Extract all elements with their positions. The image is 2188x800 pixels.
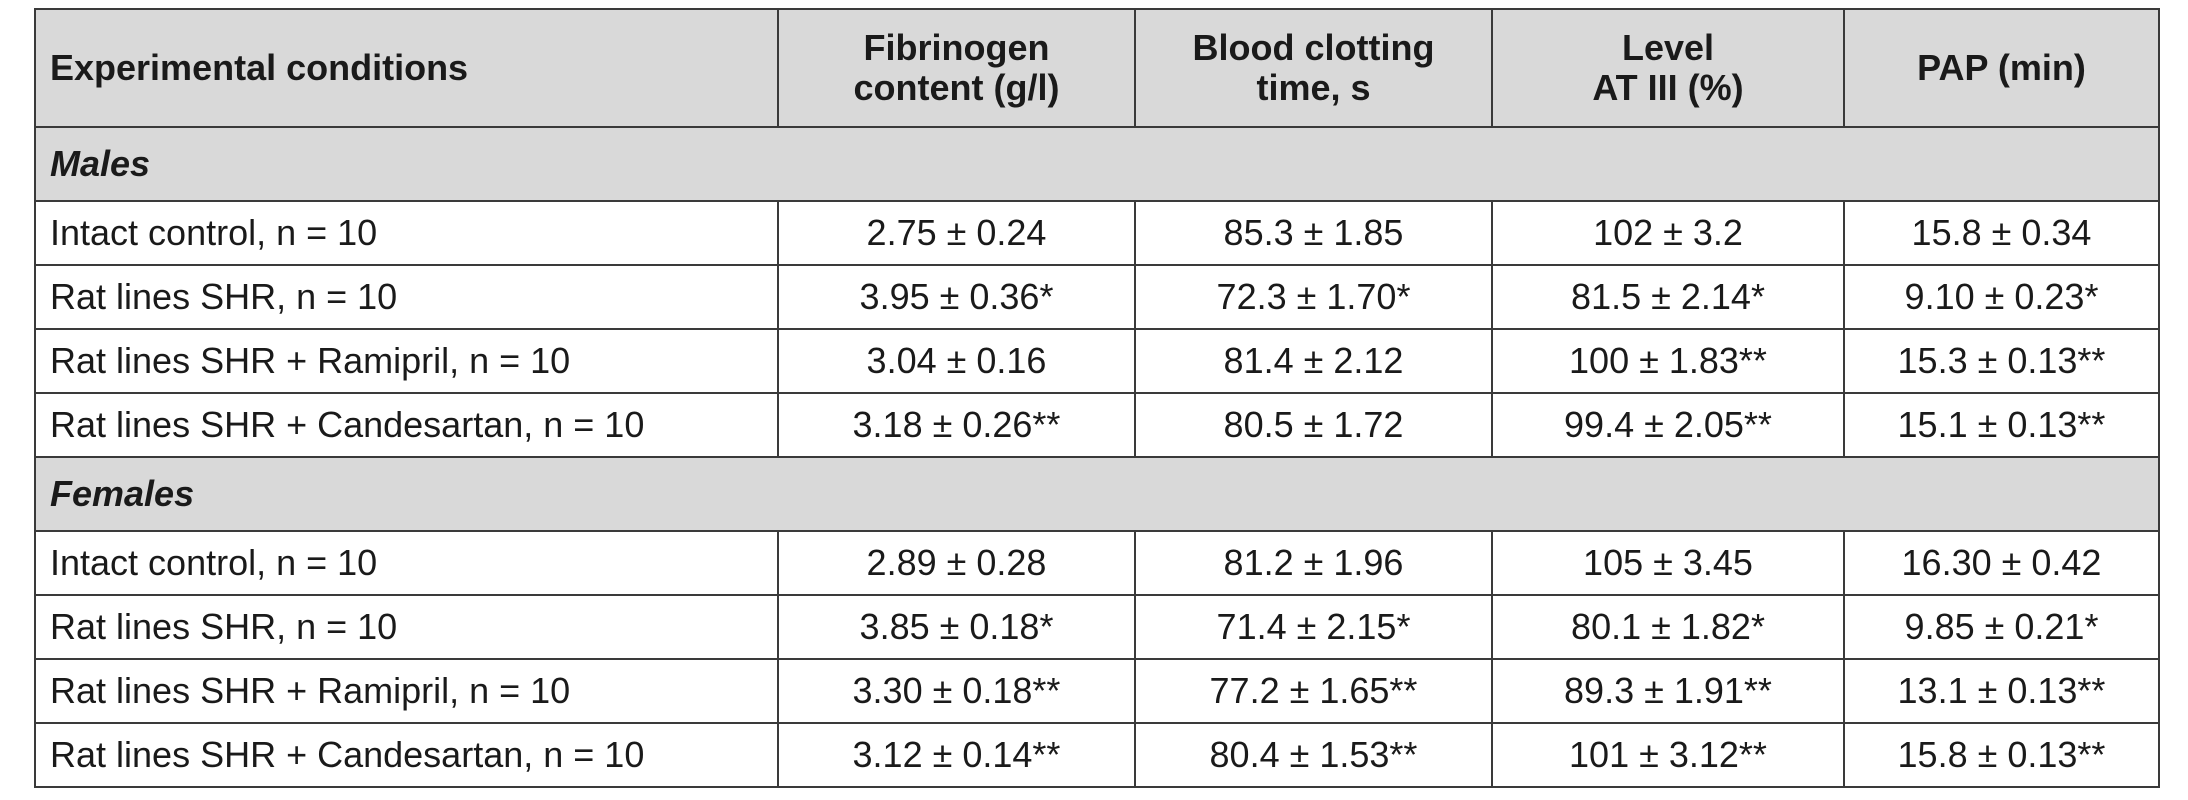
condition-cell: Rat lines SHR + Ramipril, n = 10 [34,328,779,394]
header-line: time, s [1256,67,1371,108]
header-experimental-conditions: Experimental conditions [34,8,779,128]
clotting-time-cell: 72.3 ± 1.70* [1134,264,1493,330]
header-line: Blood clotting [1192,27,1435,68]
data-table-container: Experimental conditions Fibrinogen conte… [34,8,2160,788]
clotting-time-cell: 80.5 ± 1.72 [1134,392,1493,458]
fibrinogen-cell: 3.95 ± 0.36* [777,264,1136,330]
at-iii-cell: 99.4 ± 2.05** [1491,392,1845,458]
group-row-males: Males [34,126,2160,202]
table-row: Rat lines SHR, n = 10 3.85 ± 0.18* 71.4 … [34,594,2160,660]
condition-cell: Rat lines SHR + Candesartan, n = 10 [34,722,779,788]
group-row-females: Females [34,456,2160,532]
header-line: content (g/l) [853,67,1060,108]
header-line: Experimental conditions [50,47,469,88]
table-row: Intact control, n = 10 2.75 ± 0.24 85.3 … [34,200,2160,266]
pap-cell: 15.8 ± 0.13** [1843,722,2160,788]
at-iii-cell: 80.1 ± 1.82* [1491,594,1845,660]
fibrinogen-cell: 3.30 ± 0.18** [777,658,1136,724]
clotting-time-cell: 81.4 ± 2.12 [1134,328,1493,394]
header-pap: PAP (min) [1843,8,2160,128]
condition-cell: Intact control, n = 10 [34,530,779,596]
pap-cell: 15.8 ± 0.34 [1843,200,2160,266]
clotting-time-cell: 77.2 ± 1.65** [1134,658,1493,724]
header-blood-clotting: Blood clotting time, s [1134,8,1493,128]
fibrinogen-cell: 3.12 ± 0.14** [777,722,1136,788]
pap-cell: 9.10 ± 0.23* [1843,264,2160,330]
table-row: Rat lines SHR + Ramipril, n = 10 3.04 ± … [34,328,2160,394]
condition-cell: Rat lines SHR + Candesartan, n = 10 [34,392,779,458]
at-iii-cell: 105 ± 3.45 [1491,530,1845,596]
at-iii-cell: 81.5 ± 2.14* [1491,264,1845,330]
header-line: AT III (%) [1592,67,1744,108]
condition-cell: Rat lines SHR + Ramipril, n = 10 [34,658,779,724]
pap-cell: 16.30 ± 0.42 [1843,530,2160,596]
header-fibrinogen: Fibrinogen content (g/l) [777,8,1136,128]
header-level-at-iii: Level AT III (%) [1491,8,1845,128]
group-title: Females [34,456,2160,532]
fibrinogen-cell: 3.85 ± 0.18* [777,594,1136,660]
at-iii-cell: 89.3 ± 1.91** [1491,658,1845,724]
pap-cell: 15.3 ± 0.13** [1843,328,2160,394]
clotting-time-cell: 80.4 ± 1.53** [1134,722,1493,788]
clotting-time-cell: 71.4 ± 2.15* [1134,594,1493,660]
clotting-time-cell: 81.2 ± 1.96 [1134,530,1493,596]
fibrinogen-cell: 3.04 ± 0.16 [777,328,1136,394]
condition-cell: Rat lines SHR, n = 10 [34,264,779,330]
fibrinogen-cell: 2.89 ± 0.28 [777,530,1136,596]
header-line: Level [1621,27,1715,68]
table-row: Rat lines SHR + Candesartan, n = 10 3.12… [34,722,2160,788]
header-row: Experimental conditions Fibrinogen conte… [34,8,2160,128]
condition-cell: Rat lines SHR, n = 10 [34,594,779,660]
table-row: Rat lines SHR + Candesartan, n = 10 3.18… [34,392,2160,458]
pap-cell: 15.1 ± 0.13** [1843,392,2160,458]
group-title: Males [34,126,2160,202]
pap-cell: 13.1 ± 0.13** [1843,658,2160,724]
fibrinogen-cell: 3.18 ± 0.26** [777,392,1136,458]
table-row: Rat lines SHR + Ramipril, n = 10 3.30 ± … [34,658,2160,724]
fibrinogen-cell: 2.75 ± 0.24 [777,200,1136,266]
pap-cell: 9.85 ± 0.21* [1843,594,2160,660]
table-row: Intact control, n = 10 2.89 ± 0.28 81.2 … [34,530,2160,596]
clotting-time-cell: 85.3 ± 1.85 [1134,200,1493,266]
header-line: Fibrinogen [863,27,1050,68]
header-line: PAP (min) [1917,47,2086,88]
condition-cell: Intact control, n = 10 [34,200,779,266]
at-iii-cell: 102 ± 3.2 [1491,200,1845,266]
results-table: Experimental conditions Fibrinogen conte… [34,8,2160,788]
at-iii-cell: 101 ± 3.12** [1491,722,1845,788]
at-iii-cell: 100 ± 1.83** [1491,328,1845,394]
table-row: Rat lines SHR, n = 10 3.95 ± 0.36* 72.3 … [34,264,2160,330]
